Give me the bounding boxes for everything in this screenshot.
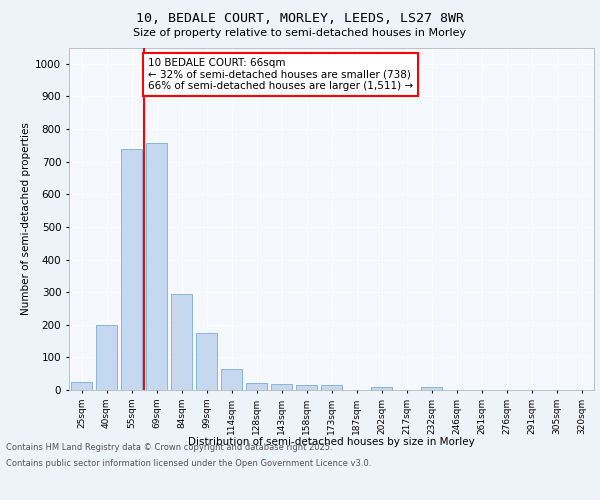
Bar (421, 388, 442, 390)
Y-axis label: Number of semi-detached properties: Number of semi-detached properties (21, 122, 31, 315)
Text: Contains public sector information licensed under the Open Government Licence v3: Contains public sector information licen… (6, 459, 371, 468)
Text: 10 BEDALE COURT: 66sqm
← 32% of semi-detached houses are smaller (738)
66% of se: 10 BEDALE COURT: 66sqm ← 32% of semi-det… (148, 58, 413, 91)
Bar (246, 383, 267, 390)
Text: 10, BEDALE COURT, MORLEY, LEEDS, LS27 8WR: 10, BEDALE COURT, MORLEY, LEEDS, LS27 8W… (136, 12, 464, 26)
Bar (296, 386, 317, 390)
Bar (371, 388, 392, 390)
Bar (196, 333, 217, 390)
Bar (221, 370, 242, 390)
Bar (96, 325, 117, 390)
Bar (121, 150, 142, 390)
Text: Size of property relative to semi-detached houses in Morley: Size of property relative to semi-detach… (133, 28, 467, 38)
Text: Contains HM Land Registry data © Crown copyright and database right 2025.: Contains HM Land Registry data © Crown c… (6, 442, 332, 452)
X-axis label: Distribution of semi-detached houses by size in Morley: Distribution of semi-detached houses by … (188, 437, 475, 447)
Bar (71, 382, 92, 390)
Bar (171, 294, 192, 390)
Bar (321, 386, 342, 390)
Bar (271, 384, 292, 390)
Bar (146, 143, 167, 390)
